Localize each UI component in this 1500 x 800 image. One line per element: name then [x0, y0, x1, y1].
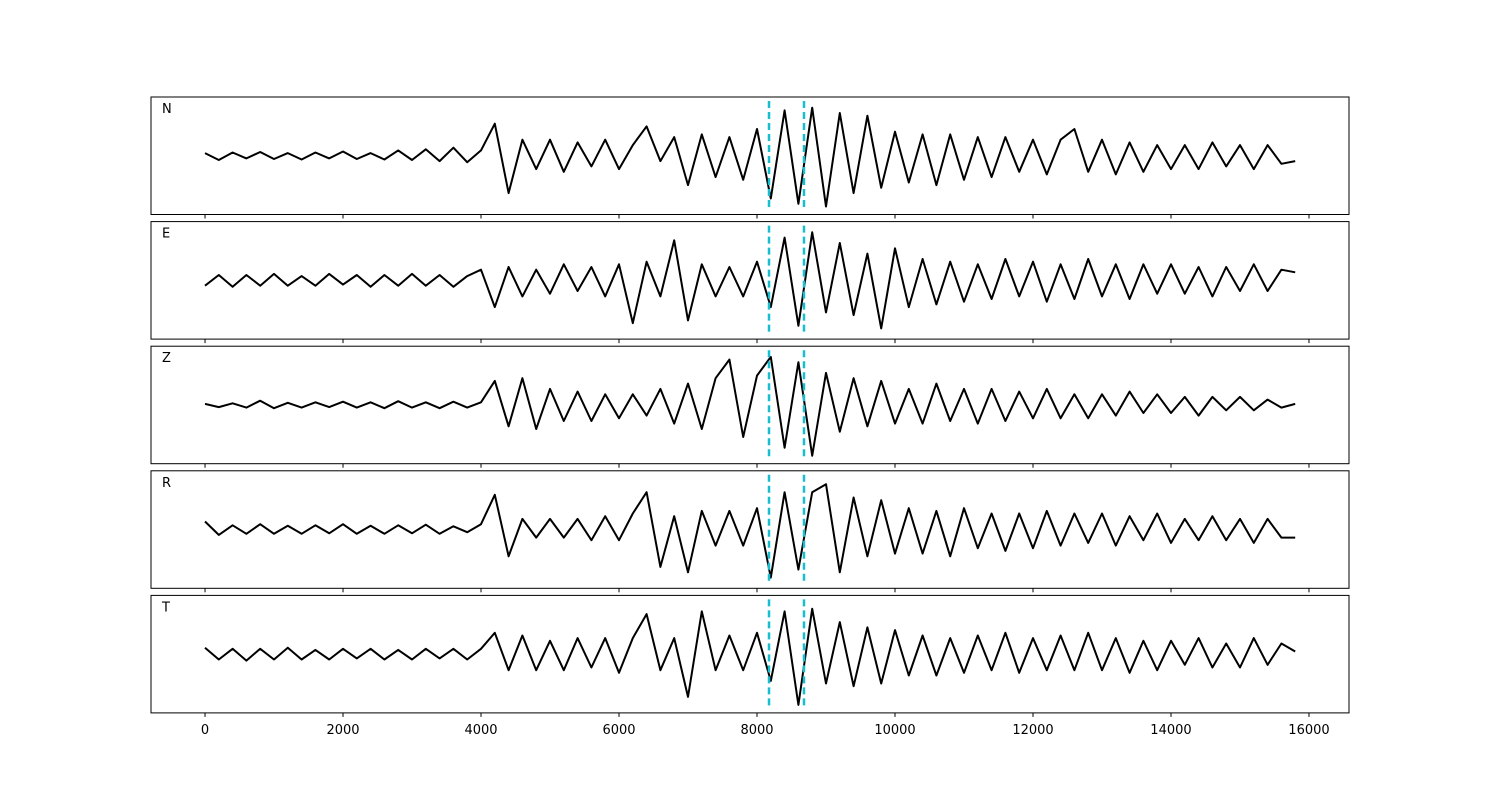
x-tick-label: 0	[201, 723, 209, 738]
x-tick-label: 8000	[740, 723, 773, 738]
panel-label: T	[161, 600, 170, 615]
x-tick-label: 6000	[602, 723, 635, 738]
panel-label: E	[162, 227, 170, 242]
panel-frame	[150, 221, 1350, 340]
panel-frame	[150, 594, 1350, 714]
trace	[204, 106, 1296, 208]
panel-label: Z	[162, 351, 171, 366]
x-tick-label: 12000	[1012, 723, 1053, 738]
x-tick-label: 2000	[326, 723, 359, 738]
trace	[204, 355, 1296, 457]
trace	[204, 231, 1296, 330]
x-tick-label: 16000	[1288, 723, 1329, 738]
trace	[204, 483, 1296, 579]
x-tick-label: 10000	[874, 723, 915, 738]
panel-label: N	[162, 102, 172, 117]
x-tick-label: 14000	[1150, 723, 1191, 738]
panel-frame	[150, 96, 1350, 215]
x-tick-label: 4000	[464, 723, 497, 738]
panel-frame	[150, 345, 1350, 465]
trace	[204, 607, 1296, 706]
panel-label: R	[162, 476, 171, 491]
panel-frame	[150, 470, 1350, 589]
